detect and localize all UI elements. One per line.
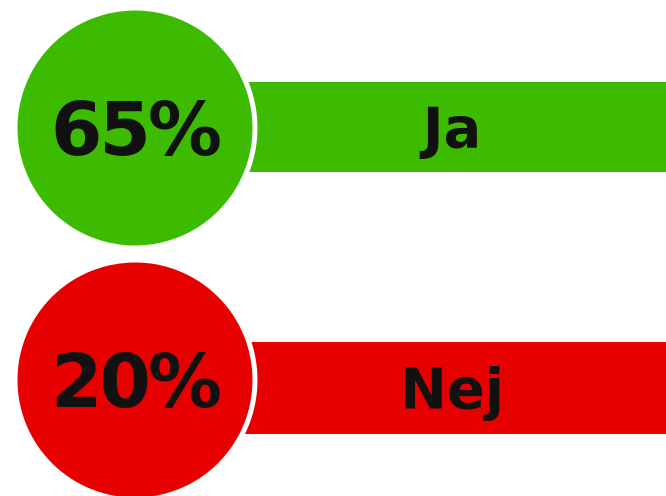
answer-label: Nej	[400, 358, 504, 423]
percent-circle	[12, 257, 258, 496]
answer-label: Ja	[419, 97, 482, 162]
percent-circle	[12, 5, 258, 251]
percent-label: 20%	[51, 339, 220, 425]
answer-bar	[240, 82, 666, 172]
percent-label: 65%	[51, 87, 220, 173]
answer-bar	[240, 342, 666, 434]
